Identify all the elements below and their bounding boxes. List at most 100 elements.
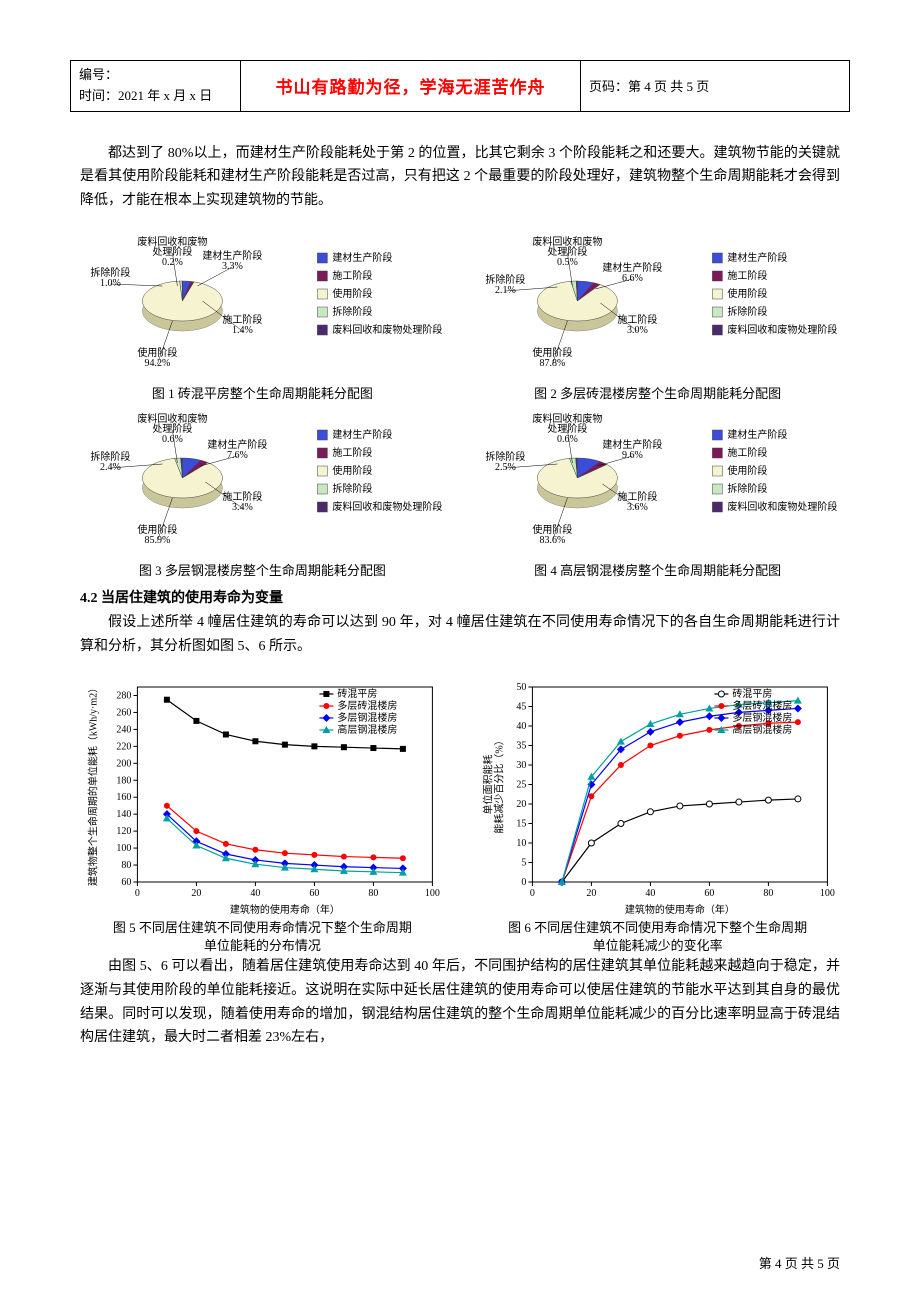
svg-text:83.6%: 83.6% [540,535,566,546]
svg-text:260: 260 [116,707,131,718]
svg-text:拆除阶段: 拆除阶段 [332,305,372,318]
svg-text:100: 100 [425,888,440,899]
svg-text:7.6%: 7.6% [227,450,248,461]
svg-text:40: 40 [517,721,527,732]
svg-text:45: 45 [517,701,527,712]
svg-text:2.4%: 2.4% [100,462,121,473]
svg-text:高层钢混楼房: 高层钢混楼房 [733,723,793,736]
svg-text:废料回收和废物处理阶段: 废料回收和废物处理阶段 [332,323,442,336]
svg-text:85.9%: 85.9% [144,535,170,546]
svg-text:60: 60 [705,888,715,899]
header-page: 页码：第 4 页 共 5 页 [581,61,850,112]
pie-chart-3: 废料回收和废物处理阶段0.6%建材生产阶段7.6%施工阶段3.4%拆除阶段2.4… [80,408,445,558]
svg-text:高层钢混楼房: 高层钢混楼房 [337,723,397,736]
svg-text:87.8%: 87.8% [540,358,566,369]
svg-text:10: 10 [517,838,527,849]
svg-text:单位面积能耗: 单位面积能耗 [482,754,495,814]
svg-text:施工阶段: 施工阶段 [728,446,768,459]
svg-text:施工阶段: 施工阶段 [332,269,372,282]
svg-text:多层砖混楼房: 多层砖混楼房 [337,699,397,712]
svg-text:280: 280 [116,690,131,701]
section-4-2-heading: 4.2 当居住建筑的使用寿命为变量 [80,587,840,607]
svg-text:1.4%: 1.4% [232,325,253,336]
svg-text:100: 100 [820,888,835,899]
pie-block-1: 废料回收和废物处理阶段0.2%建材生产阶段3.3%施工阶段1.4%拆除阶段1.0… [80,231,445,402]
pie-caption-1: 图 1 砖混平房整个生命周期能耗分配图 [80,383,445,402]
svg-text:0.6%: 0.6% [557,434,578,445]
svg-text:80: 80 [368,888,378,899]
page: 编号： 时间：2021 年 x 月 x 日 书山有路勤为径，学海无涯苦作舟 页码… [0,0,920,1302]
svg-text:3.6%: 3.6% [627,502,648,513]
svg-text:3.3%: 3.3% [222,261,243,272]
pie-chart-4: 废料回收和废物处理阶段0.6%建材生产阶段9.6%施工阶段3.6%拆除阶段2.5… [475,408,840,558]
page-footer: 第 4 页 共 5 页 [759,1253,840,1272]
svg-text:94.2%: 94.2% [144,358,170,369]
svg-text:80: 80 [121,860,131,871]
doc-no: 编号： [79,65,232,86]
fig6-block: 02040608010005101520253035404550建筑物的使用寿命… [475,677,840,955]
doc-date: 时间：2021 年 x 月 x 日 [79,86,232,107]
svg-text:120: 120 [116,826,131,837]
pie-block-4: 废料回收和废物处理阶段0.6%建材生产阶段9.6%施工阶段3.6%拆除阶段2.5… [475,408,840,579]
svg-text:35: 35 [517,740,527,751]
svg-text:100: 100 [116,843,131,854]
svg-text:建筑物的使用寿命（年）: 建筑物的使用寿命（年） [625,903,735,916]
svg-text:3.0%: 3.0% [627,325,648,336]
svg-text:使用阶段: 使用阶段 [728,464,768,477]
svg-text:80: 80 [764,888,774,899]
svg-text:建筑物整个生命周期的单位能耗（kWh/y·m2）: 建筑物整个生命周期的单位能耗（kWh/y·m2） [86,682,99,885]
svg-text:能耗减少百分比（%）: 能耗减少百分比（%） [493,735,506,833]
fig5-caption: 图 5 不同居住建筑不同使用寿命情况下整个生命周期单位能耗的分布情况 [80,919,445,955]
pie-caption-4: 图 4 高层钢混楼房整个生命周期能耗分配图 [475,560,840,579]
svg-text:25: 25 [517,779,527,790]
svg-text:15: 15 [517,818,527,829]
fig6-chart: 02040608010005101520253035404550建筑物的使用寿命… [475,677,840,917]
pie-chart-grid: 废料回收和废物处理阶段0.2%建材生产阶段3.3%施工阶段1.4%拆除阶段1.0… [80,231,840,585]
closing-paragraph: 由图 5、6 可以看出，随着居住建筑使用寿命达到 40 年后，不同围护结构的居住… [80,955,840,1050]
fig5-chart: 0204060801006080100120140160180200220240… [80,677,445,917]
para-4-2: 假设上述所举 4 幢居住建筑的寿命可以达到 90 年，对 4 幢居住建筑在不同使… [80,611,840,659]
svg-text:20: 20 [517,799,527,810]
svg-text:240: 240 [116,724,131,735]
svg-text:施工阶段: 施工阶段 [332,446,372,459]
intro-paragraph: 都达到了 80%以上，而建材生产阶段能耗处于第 2 的位置，比其它剩余 3 个阶… [80,142,840,213]
svg-text:多层钢混楼房: 多层钢混楼房 [337,711,397,724]
svg-text:0: 0 [135,888,140,899]
svg-text:160: 160 [116,792,131,803]
header-table: 编号： 时间：2021 年 x 月 x 日 书山有路勤为径，学海无涯苦作舟 页码… [70,60,850,112]
svg-text:建筑物的使用寿命（年）: 建筑物的使用寿命（年） [230,903,340,916]
svg-text:0: 0 [522,877,527,888]
svg-text:180: 180 [116,775,131,786]
svg-text:140: 140 [116,809,131,820]
svg-text:0.5%: 0.5% [557,257,578,268]
svg-text:使用阶段: 使用阶段 [332,287,372,300]
svg-text:0.6%: 0.6% [162,434,183,445]
svg-text:拆除阶段: 拆除阶段 [728,305,768,318]
svg-text:9.6%: 9.6% [622,450,643,461]
svg-text:200: 200 [116,758,131,769]
header-motto: 书山有路勤为径，学海无涯苦作舟 [241,61,581,112]
fig5-block: 0204060801006080100120140160180200220240… [80,677,445,955]
svg-text:50: 50 [517,682,527,693]
svg-text:使用阶段: 使用阶段 [728,287,768,300]
line-chart-grid: 0204060801006080100120140160180200220240… [80,677,840,955]
pie-caption-3: 图 3 多层钢混楼房整个生命周期能耗分配图 [80,560,445,579]
svg-text:废料回收和废物处理阶段: 废料回收和废物处理阶段 [728,500,838,513]
svg-text:6.6%: 6.6% [622,273,643,284]
svg-text:3.4%: 3.4% [232,502,253,513]
svg-text:多层钢混楼房: 多层钢混楼房 [733,711,793,724]
svg-text:拆除阶段: 拆除阶段 [728,482,768,495]
svg-text:使用阶段: 使用阶段 [332,464,372,477]
svg-text:1.0%: 1.0% [100,278,121,289]
pie-chart-2: 废料回收和废物处理阶段0.5%建材生产阶段6.6%施工阶段3.0%拆除阶段2.1… [475,231,840,381]
pie-block-2: 废料回收和废物处理阶段0.5%建材生产阶段6.6%施工阶段3.0%拆除阶段2.1… [475,231,840,402]
svg-text:2.5%: 2.5% [495,462,516,473]
svg-text:220: 220 [116,741,131,752]
svg-text:建材生产阶段: 建材生产阶段 [728,251,788,264]
svg-text:60: 60 [309,888,319,899]
svg-text:废料回收和废物处理阶段: 废料回收和废物处理阶段 [332,500,442,513]
svg-text:20: 20 [191,888,201,899]
svg-text:砖混平房: 砖混平房 [733,687,773,700]
pie-caption-2: 图 2 多层砖混楼房整个生命周期能耗分配图 [475,383,840,402]
svg-text:建材生产阶段: 建材生产阶段 [332,251,392,264]
